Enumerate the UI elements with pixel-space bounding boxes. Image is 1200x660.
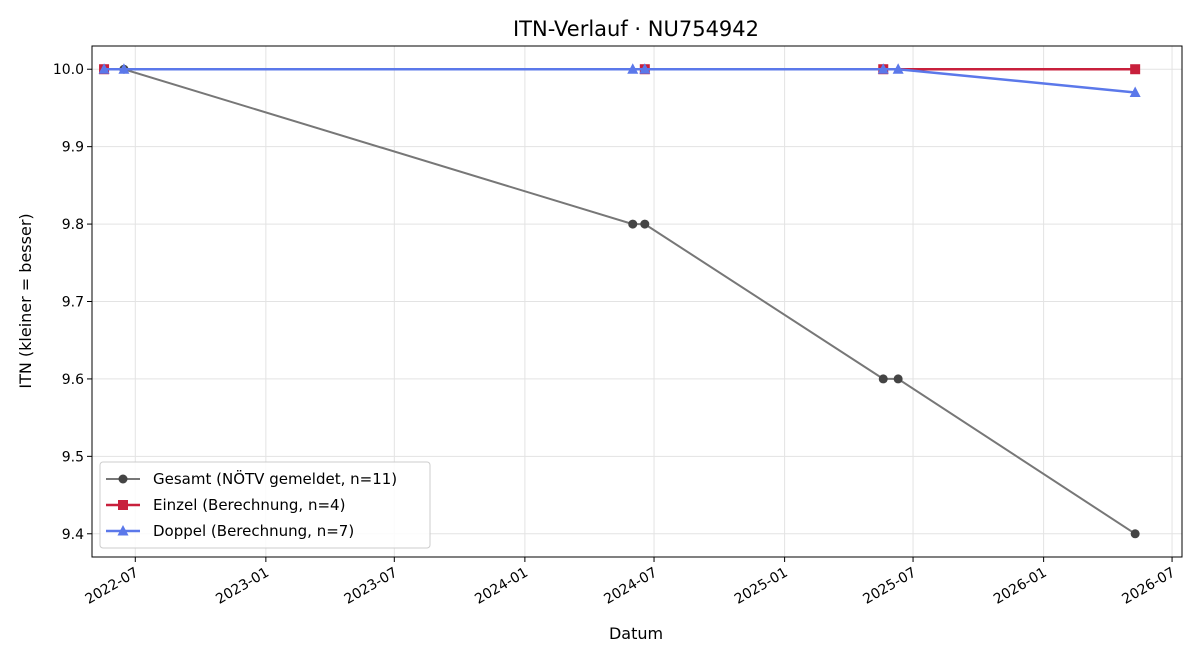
y-tick-label: 9.4 (62, 527, 84, 543)
legend-label: Einzel (Berechnung, n=4) (153, 496, 345, 514)
legend-box (99, 461, 431, 549)
x-tick-label: 2025-07 (860, 565, 919, 608)
data-point (1130, 529, 1140, 539)
y-tick-label: 9.6 (62, 372, 84, 388)
legend: Gesamt (NÖTV gemeldet, n=11) Einzel (Bere… (99, 461, 431, 549)
data-point (640, 219, 650, 229)
x-axis-label: Datum (609, 624, 663, 643)
data-point (98, 63, 110, 74)
x-tick-label: 2022-07 (83, 565, 142, 608)
data-point (1130, 64, 1141, 75)
legend-marker (118, 474, 128, 484)
x-tick-label: 2023-07 (342, 565, 401, 608)
x-tick-label: 2024-07 (601, 565, 660, 608)
y-tick-label: 9.9 (62, 140, 84, 156)
y-tick-label: 9.5 (62, 449, 84, 465)
legend-label: Doppel (Berechnung, n=7) (153, 522, 354, 540)
data-point (118, 63, 130, 74)
y-axis-label: ITN (kleiner = besser) (16, 213, 35, 388)
chart-title: ITN-Verlauf · NU754942 (513, 17, 759, 41)
data-point (878, 374, 888, 384)
y-tick-label: 10.0 (53, 62, 84, 78)
x-tick-label: 2026-01 (991, 565, 1050, 608)
series-layer (98, 63, 1141, 539)
x-tick-label: 2023-01 (213, 565, 272, 608)
x-tick-label: 2025-01 (732, 565, 791, 608)
data-point (627, 63, 639, 74)
data-point (892, 63, 904, 74)
legend-marker (118, 500, 128, 510)
legend-label: Gesamt (NÖTV gemeldet, n=11) (153, 469, 397, 488)
series-line (104, 67, 1136, 94)
legend-marker (117, 525, 129, 536)
series-triangle (98, 63, 1141, 97)
data-point (893, 374, 903, 384)
data-point (1129, 86, 1141, 97)
y-tick-label: 9.8 (62, 217, 84, 233)
y-tick-label: 9.7 (62, 295, 84, 311)
data-point (877, 63, 889, 74)
data-point (628, 219, 638, 229)
data-point (639, 63, 651, 74)
x-tick-label: 2026-07 (1119, 565, 1178, 608)
x-tick-label: 2024-01 (472, 565, 531, 608)
